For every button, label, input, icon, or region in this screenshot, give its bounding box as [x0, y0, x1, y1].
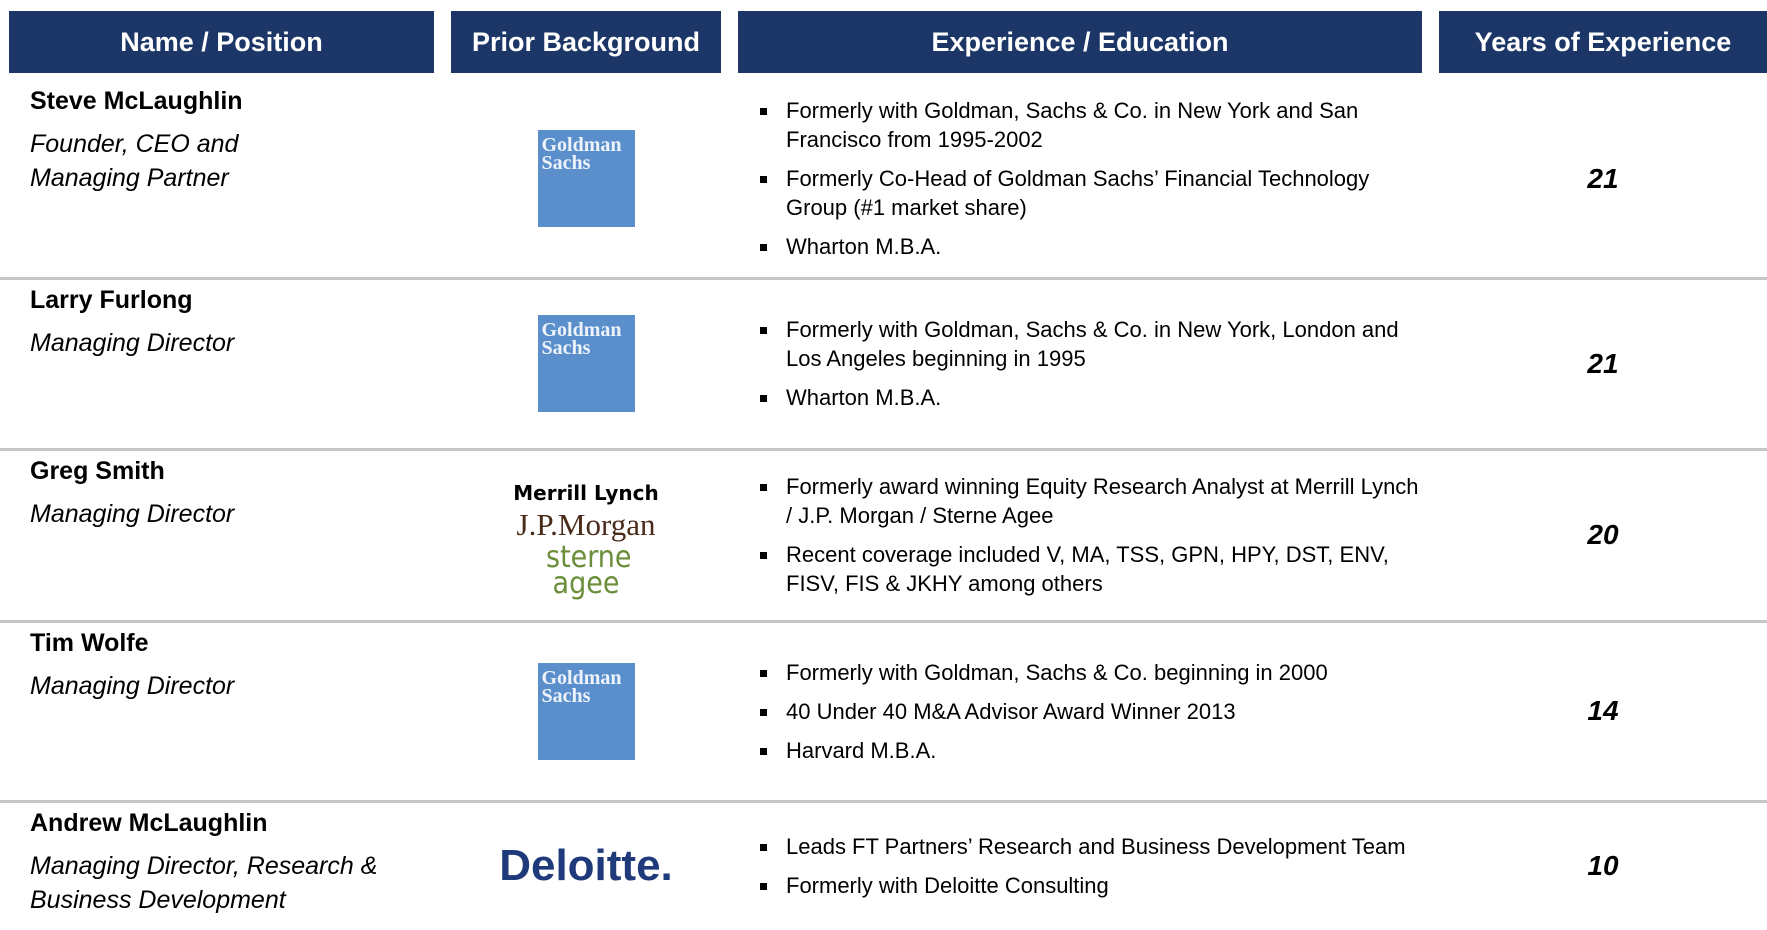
row-separator	[0, 800, 1767, 803]
firm-logo: Goldman Sachs	[537, 662, 635, 760]
row-separator	[0, 277, 1767, 280]
years-experience: 21	[1587, 347, 1619, 379]
firm-logo: J.P.Morgan	[516, 507, 656, 542]
team-row: Larry Furlong Managing Director Goldman Sa…	[0, 278, 1767, 449]
experience-list: Formerly with Goldman, Sachs & Co. begin…	[760, 621, 1420, 801]
row-separator	[0, 620, 1767, 623]
prior-background: Deloitte.	[451, 801, 721, 930]
prior-background: Goldman Sachs	[451, 79, 721, 278]
member-position: Founder, CEO and Managing Partner	[30, 127, 238, 195]
prior-background: Goldman Sachs	[451, 278, 721, 449]
position-line: Managing Partner	[30, 164, 229, 192]
firm-logo: Deloitte.	[499, 840, 673, 890]
member-position: Managing Director	[30, 497, 234, 531]
team-row: Andrew McLaughlin Managing Director, Rese…	[0, 801, 1767, 930]
firm-logo: Goldman Sachs	[537, 130, 635, 227]
experience-list: Leads FT Partners’ Research and Business…	[760, 801, 1420, 930]
team-row: Greg Smith Managing Director Merrill Lynch…	[0, 449, 1767, 621]
column-header: Prior Background	[451, 11, 721, 73]
member-name: Steve McLaughlin	[30, 87, 243, 115]
experience-item: 40 Under 40 M&A Advisor Award Winner 201…	[760, 697, 1420, 726]
member-position: Managing Director	[30, 669, 234, 703]
years-experience: 21	[1587, 162, 1619, 194]
position-line: Managing Director	[30, 500, 235, 528]
member-name: Greg Smith	[30, 457, 165, 485]
column-header: Experience / Education	[738, 11, 1422, 73]
experience-item: Formerly with Goldman, Sachs & Co. in Ne…	[760, 96, 1420, 154]
member-position: Managing Director	[30, 326, 234, 360]
member-name: Tim Wolfe	[30, 629, 149, 657]
firm-logo: Merrill Lynch	[513, 481, 659, 505]
years-experience: 20	[1587, 519, 1619, 550]
years-experience: 14	[1587, 695, 1619, 726]
position-line: Managing Director	[30, 672, 235, 700]
experience-list: Formerly with Goldman, Sachs & Co. in Ne…	[760, 278, 1420, 449]
years-experience: 10	[1587, 849, 1619, 881]
firm-logo: Goldman Sachs	[537, 315, 635, 412]
firm-logo: sterne agee	[546, 540, 632, 601]
team-row: Steve McLaughlin Founder, CEO and Managing…	[0, 79, 1767, 278]
member-position: Managing Director, Research & Business De…	[30, 849, 377, 917]
experience-item: Leads FT Partners’ Research and Business…	[760, 832, 1420, 861]
experience-item: Formerly with Deloitte Consulting	[760, 871, 1420, 900]
position-line: Managing Director	[30, 329, 235, 357]
member-name: Larry Furlong	[30, 286, 193, 314]
prior-background: Merrill Lynch J.P.Morgan sterne agee	[451, 449, 721, 621]
experience-item: Wharton M.B.A.	[760, 232, 1420, 261]
experience-item: Formerly Co-Head of Goldman Sachs’ Finan…	[760, 164, 1420, 222]
row-separator	[0, 448, 1767, 451]
experience-item: Formerly award winning Equity Research A…	[760, 472, 1420, 530]
experience-item: Formerly with Goldman, Sachs & Co. begin…	[760, 658, 1420, 687]
experience-item: Recent coverage included V, MA, TSS, GPN…	[760, 540, 1420, 598]
experience-item: Formerly with Goldman, Sachs & Co. in Ne…	[760, 315, 1420, 373]
member-name: Andrew McLaughlin	[30, 809, 268, 837]
experience-list: Formerly award winning Equity Research A…	[760, 449, 1420, 621]
team-row: Tim Wolfe Managing Director Goldman Sachs F…	[0, 621, 1767, 801]
column-header: Years of Experience	[1439, 11, 1767, 73]
experience-list: Formerly with Goldman, Sachs & Co. in Ne…	[760, 79, 1420, 278]
column-header: Name / Position	[9, 11, 434, 73]
experience-item: Harvard M.B.A.	[760, 736, 1420, 765]
prior-background: Goldman Sachs	[451, 621, 721, 801]
position-line: Business Development	[30, 886, 286, 914]
experience-item: Wharton M.B.A.	[760, 383, 1420, 412]
position-line: Managing Director, Research &	[30, 852, 378, 880]
position-line: Founder, CEO and	[30, 130, 239, 158]
